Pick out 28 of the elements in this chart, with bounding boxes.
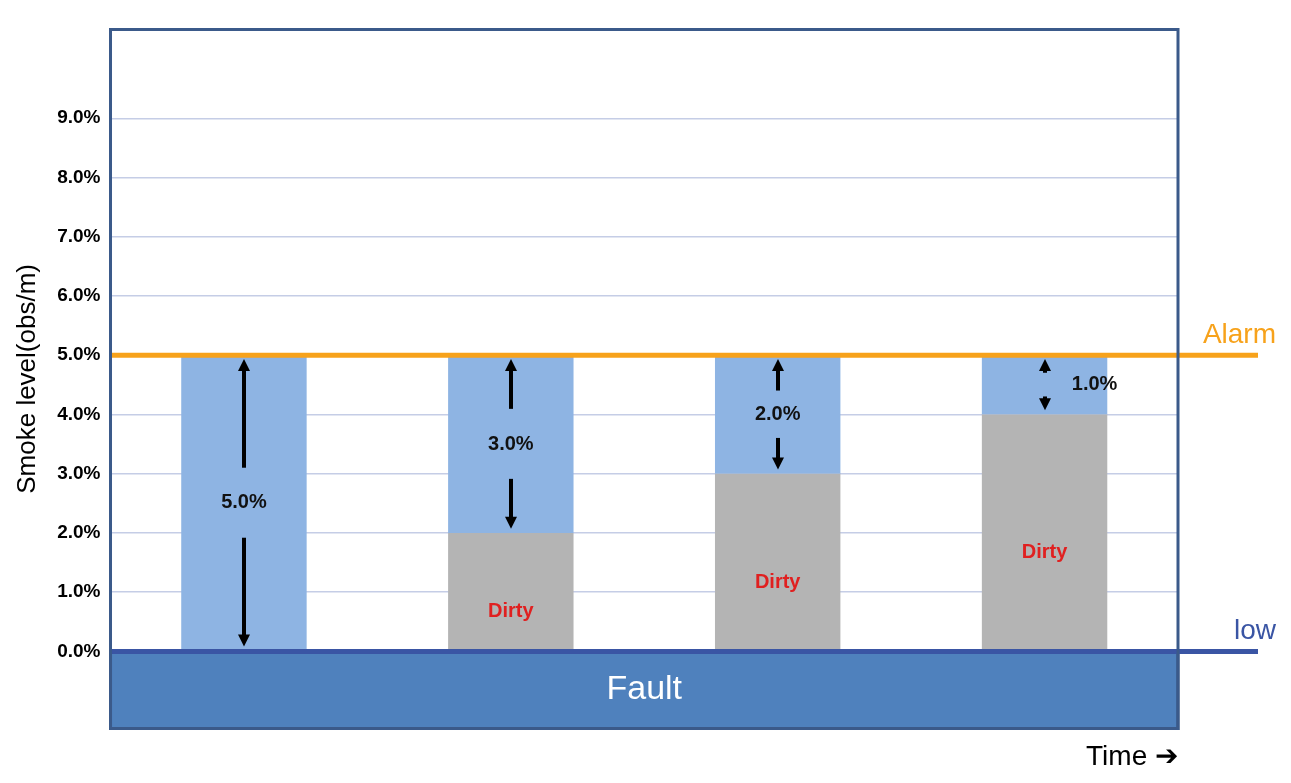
y-tick-label: 4.0% — [57, 402, 101, 424]
y-tick-label: 2.0% — [57, 521, 101, 543]
bar — [448, 532, 574, 651]
y-tick-label: 0.0% — [57, 639, 101, 661]
y-tick-label: 6.0% — [57, 284, 101, 306]
y-tick-label: 1.0% — [57, 580, 101, 602]
y-tick-label: 5.0% — [57, 343, 101, 365]
x-axis-title: Time ➔ — [1086, 739, 1178, 771]
y-tick-label: 7.0% — [57, 224, 101, 246]
bar — [714, 355, 841, 474]
ref-line-label: Alarm — [1202, 317, 1276, 349]
bar — [448, 355, 574, 533]
bar — [714, 473, 841, 651]
y-tick-label: 9.0% — [57, 106, 101, 128]
data-label: 3.0% — [488, 431, 534, 454]
y-tick-label: 3.0% — [57, 461, 101, 483]
bar — [181, 355, 307, 651]
data-label: 2.0% — [754, 401, 801, 424]
data-label: Dirty — [488, 599, 535, 622]
data-label: 1.0% — [1071, 372, 1118, 395]
data-label: 5.0% — [221, 490, 267, 513]
y-tick-label: 8.0% — [57, 165, 101, 187]
band-label: Fault — [606, 668, 683, 707]
ref-line-label: low — [1233, 614, 1277, 646]
y-axis-title: Smoke level(obs/m) — [10, 264, 41, 494]
data-label: Dirty — [1021, 540, 1069, 563]
data-label: Dirty — [754, 569, 802, 592]
bar — [981, 414, 1108, 651]
